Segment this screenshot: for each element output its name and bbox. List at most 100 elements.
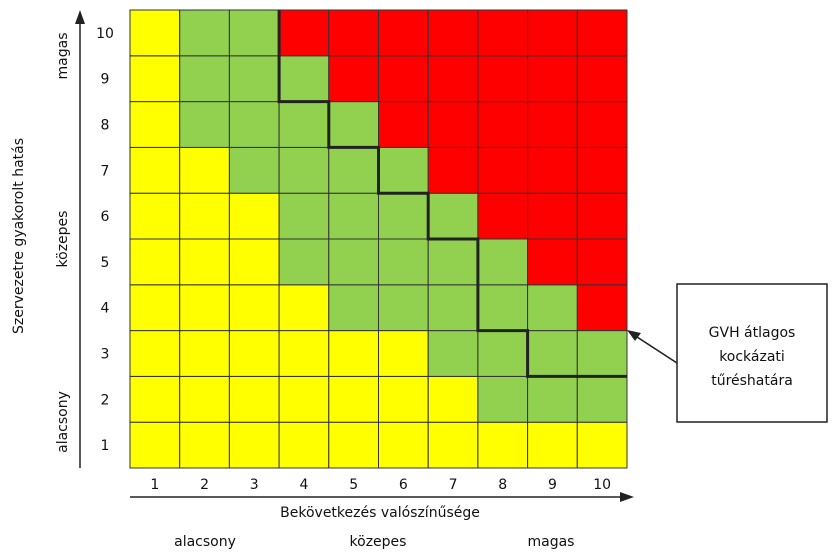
matrix-cell <box>576 330 628 377</box>
matrix-cell <box>228 421 280 469</box>
y-tick-label: 7 <box>101 163 110 179</box>
matrix-cell <box>427 146 479 194</box>
matrix-cell <box>179 330 230 377</box>
matrix-cell <box>427 375 479 423</box>
matrix-cell <box>477 421 529 469</box>
matrix-cell <box>278 421 330 469</box>
matrix-cell <box>328 101 379 148</box>
callout-box <box>676 283 828 423</box>
matrix-cell <box>477 284 529 332</box>
matrix-cell <box>328 192 379 240</box>
matrix-cell <box>129 55 181 103</box>
callout-arrowhead <box>627 330 641 341</box>
tick-labels: 1 2 3 4 5 6 7 8 9 10 1 2 3 4 5 6 7 8 9 10 <box>96 26 611 493</box>
matrix-cell <box>129 238 181 286</box>
matrix-cell <box>576 101 628 148</box>
matrix-cell <box>129 101 181 148</box>
x-band-label: magas <box>528 534 575 550</box>
x-tick-label: 10 <box>593 477 611 493</box>
x-tick-label: 1 <box>150 477 159 493</box>
callout-line-2: kockázati <box>719 349 785 365</box>
x-tick-label: 7 <box>449 477 458 493</box>
matrix-cell <box>576 421 628 469</box>
matrix-cell <box>129 192 181 240</box>
matrix-cell <box>278 375 330 423</box>
matrix-cell <box>179 55 230 103</box>
y-band-label: magas <box>55 33 71 80</box>
matrix-cell <box>278 330 330 377</box>
matrix-cell <box>576 146 628 194</box>
tolerance-boundary-layer <box>277 10 627 378</box>
matrix-cell <box>228 284 280 332</box>
matrix-cell <box>278 284 330 332</box>
y-tick-label: 1 <box>101 438 110 454</box>
matrix-cell <box>527 238 578 286</box>
matrix-cell <box>228 192 280 240</box>
matrix-cell <box>378 146 429 194</box>
x-tick-label: 9 <box>548 477 557 493</box>
matrix-cell <box>378 421 429 469</box>
y-band-label: közepes <box>55 211 71 268</box>
matrix-cell <box>228 375 280 423</box>
matrix-cell <box>427 9 479 57</box>
matrix-cell <box>278 146 330 194</box>
matrix-cell <box>129 284 181 332</box>
matrix-cell <box>576 55 628 103</box>
matrix-cell <box>129 9 181 57</box>
matrix-cell <box>477 192 529 240</box>
matrix-cell <box>179 238 230 286</box>
matrix-cell <box>477 55 529 103</box>
matrix-cell <box>527 146 578 194</box>
axes <box>75 10 634 502</box>
matrix-cell <box>477 330 529 377</box>
matrix-cell <box>527 101 578 148</box>
matrix-cell <box>228 146 280 194</box>
y-tick-label: 9 <box>101 72 110 88</box>
y-axis-title: Szervezetre gyakorolt hatás <box>11 138 27 334</box>
matrix-cell <box>129 330 181 377</box>
matrix-cell <box>179 146 230 194</box>
matrix-cell <box>576 9 628 57</box>
matrix-cell <box>477 101 529 148</box>
matrix-cell <box>179 101 230 148</box>
matrix-cell <box>427 421 479 469</box>
matrix-cell <box>179 421 230 469</box>
matrix-cell <box>378 238 429 286</box>
matrix-cell <box>576 238 628 286</box>
matrix-cell <box>328 421 379 469</box>
matrix-cell <box>228 330 280 377</box>
matrix-cell <box>378 55 429 103</box>
matrix-cell <box>328 146 379 194</box>
x-tick-label: 5 <box>349 477 358 493</box>
callout-arrow <box>633 334 678 364</box>
matrix-cell <box>328 284 379 332</box>
matrix-cell <box>278 192 330 240</box>
matrix-cell <box>328 9 379 57</box>
matrix-cell <box>527 192 578 240</box>
matrix-cell <box>576 284 628 332</box>
x-tick-label: 8 <box>498 477 507 493</box>
matrix-cell <box>378 192 429 240</box>
matrix-cell <box>328 238 379 286</box>
x-axis-title: Bekövetkezés valószínűsége <box>280 505 480 521</box>
matrix-cell <box>378 284 429 332</box>
matrix-cell <box>477 238 529 286</box>
y-tick-label: 4 <box>101 301 110 317</box>
matrix-cell <box>278 101 330 148</box>
matrix-cell <box>179 9 230 57</box>
matrix-cell <box>427 55 479 103</box>
y-tick-label: 8 <box>101 118 110 134</box>
matrix-cell <box>228 9 280 57</box>
matrix-cell <box>527 375 578 423</box>
x-tick-label: 2 <box>200 477 209 493</box>
x-tick-label: 3 <box>250 477 259 493</box>
matrix-cell <box>278 238 330 286</box>
matrix-cell <box>576 375 628 423</box>
matrix-cell <box>576 192 628 240</box>
y-tick-label: 5 <box>101 255 110 271</box>
matrix-cell <box>378 375 429 423</box>
callout-line-1: GVH átlagos <box>709 325 796 341</box>
matrix-cell <box>527 284 578 332</box>
matrix-cell <box>129 421 181 469</box>
matrix-cell <box>527 421 578 469</box>
